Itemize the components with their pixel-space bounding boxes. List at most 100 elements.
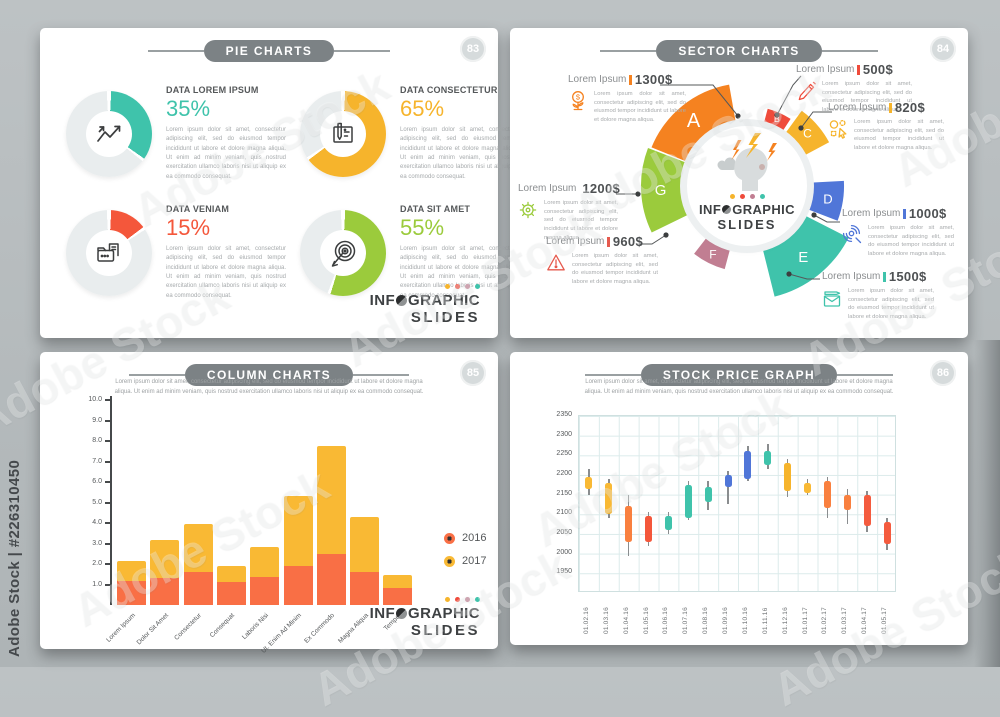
- sector-label-head: Lorem Ipsum 1000$: [842, 206, 954, 221]
- y-axis-tick-label: 7.0: [92, 457, 102, 465]
- candle-01.06.16: [664, 512, 672, 534]
- pie-text: DATA VENIAM 15% Lorem ipsum dolor sit am…: [166, 204, 286, 301]
- photo-edge-shade: [974, 340, 1000, 667]
- logo-text: GRAPHIC: [408, 292, 480, 309]
- candle-01.03.17: [843, 488, 851, 525]
- donut-chart: [300, 90, 386, 177]
- infographic-slides-logo: INF GRAPHIC SLIDES: [699, 194, 795, 232]
- accent-bar: [903, 208, 906, 219]
- warning-triangle-icon: [547, 254, 565, 271]
- sector-A: [651, 84, 738, 165]
- candle-01.12.16: [784, 459, 792, 497]
- y-axis-tick-label: 8.0: [92, 437, 102, 444]
- slide-title: COLUMN CHARTS: [184, 364, 354, 386]
- bar-2017-Magna Aliqua: [350, 516, 380, 573]
- logo-dot-icon: [455, 284, 460, 289]
- candle-body: [724, 474, 732, 487]
- watermark-id-text: Adobe Stock | #226310450: [6, 459, 23, 657]
- bar-2016-Dolor Sit Amet: [150, 578, 180, 605]
- header-line: [821, 50, 878, 52]
- sector-letter-E: E: [798, 249, 808, 266]
- bar-2016-Ut. Enim Ad Minim: [283, 566, 313, 605]
- connector-line: [640, 234, 667, 245]
- candle-01.04.16: [625, 494, 633, 556]
- chart-legend: 2016 2017: [444, 532, 486, 578]
- logo-o-icon: [396, 295, 408, 306]
- logo-dot-icon: [759, 194, 765, 199]
- candle-body: [585, 476, 593, 489]
- header-line: [334, 50, 391, 52]
- x-axis-label: 01.04.16: [622, 607, 630, 634]
- x-axis-label: Ex Commodo: [303, 612, 337, 645]
- slide-header: COLUMN CHARTS: [40, 364, 498, 386]
- legend-label: 2017: [462, 555, 487, 567]
- y-axis-tick: [105, 542, 110, 545]
- slide-header: STOCK PRICE GRAPH: [510, 364, 968, 386]
- legend-label: 2016: [462, 532, 487, 544]
- sector-label-head: Lorem Ipsum 820$: [828, 100, 944, 115]
- y-axis-tick: [105, 563, 110, 565]
- sector-label-head: Lorem Ipsum 1200$: [518, 181, 620, 196]
- candle-01.03.16: [605, 478, 613, 519]
- pie-block: DATA CONSECTETUR 65% Lorem ipsum dolor s…: [300, 74, 520, 193]
- y-axis-tick-label: 1950: [556, 568, 572, 576]
- sector-letter-F: F: [709, 248, 716, 262]
- y-axis-tick: [105, 399, 110, 401]
- y-axis-tick-label: 1.0: [92, 580, 102, 588]
- bar-2017-Tempor: [383, 575, 413, 588]
- logo-dot-icon: [475, 597, 480, 602]
- bar-2016-Consequat: [216, 582, 246, 605]
- sector-label-paragraph: Lorem ipsum dolor sit amet, consectetur …: [848, 288, 934, 321]
- y-axis-tick: [105, 583, 110, 586]
- slide-title: PIE CHARTS: [203, 40, 335, 62]
- x-axis-label: Magna Aliqua: [336, 612, 370, 645]
- x-axis-label: Consectetur: [173, 612, 204, 642]
- sector-label-body: Lorem ipsum dolor sit amet, consectetur …: [546, 252, 658, 287]
- y-axis-tick-label: 2300: [556, 430, 572, 438]
- donut-chart: [66, 209, 152, 296]
- header-line: [600, 50, 657, 52]
- sector-label-value: 820$: [894, 100, 925, 115]
- legend-2017-dot-icon: [444, 555, 455, 567]
- money-plant-icon: $: [572, 91, 584, 111]
- sector-letter-A: A: [687, 110, 701, 132]
- x-axis-label: Lorem Ipsum: [104, 612, 137, 644]
- logo-dot-icon: [445, 597, 450, 602]
- legend-item-2017: 2017: [444, 555, 486, 567]
- bar-2016-Tempor: [383, 587, 413, 605]
- x-axis-label: 01.10.16: [741, 607, 749, 634]
- sector-label-head: Lorem Ipsum 1300$: [568, 72, 686, 87]
- sector-label-body: Lorem ipsum dolor sit amet, consectetur …: [822, 287, 934, 322]
- sector-label-A: Lorem Ipsum 1300$ $ Lorem ipsum dolor sit a…: [568, 72, 686, 125]
- sector-label-name: Lorem Ipsum: [796, 64, 855, 75]
- slide-intro-paragraph: Lorem ipsum dolor sit amet, consectetur …: [584, 379, 894, 395]
- candle-01.10.16: [744, 445, 752, 481]
- header-line: [147, 50, 204, 52]
- sector-label-paragraph: Lorem ipsum dolor sit amet, consectetur …: [544, 200, 618, 241]
- accent-bar: [607, 236, 610, 247]
- y-axis-tick: [105, 522, 110, 524]
- candle-body: [843, 494, 851, 511]
- sector-diagram: A B C D E F G: [616, 75, 849, 297]
- sector-label-value: 500$: [862, 62, 893, 77]
- logo-text: INF: [369, 292, 396, 309]
- bar-2017-Dolor Sit Amet: [150, 540, 180, 579]
- candle-body: [684, 484, 692, 519]
- sector-label-body: Lorem ipsum dolor sit amet, consectetur …: [518, 199, 618, 242]
- candle-wick: [727, 471, 729, 505]
- candle-body: [863, 494, 871, 527]
- sector-label-head: Lorem Ipsum 1500$: [822, 269, 934, 284]
- bar-2017-Consectetur: [183, 524, 213, 573]
- y-axis-tick-label: 2000: [556, 548, 572, 556]
- x-axis-label: Ut. Enim Ad Minim: [260, 612, 303, 655]
- candle-01.02.17: [823, 477, 831, 519]
- logo-line2: SLIDES: [410, 309, 480, 326]
- logo-dot-icon: [475, 284, 480, 289]
- sector-label-body: Lorem ipsum dolor sit amet, consectetur …: [796, 80, 912, 115]
- sector-label-head: Lorem Ipsum 500$: [796, 62, 912, 77]
- slide-stock-price-graph: STOCK PRICE GRAPH 86 Lorem ipsum dolor s…: [510, 352, 968, 645]
- x-axis-label: 01.01.17: [801, 607, 809, 634]
- x-axis-label: 01.07.16: [682, 607, 690, 634]
- accent-bar: [883, 271, 886, 282]
- sector-center-circle: INF GRAPHIC SLIDES: [687, 126, 807, 246]
